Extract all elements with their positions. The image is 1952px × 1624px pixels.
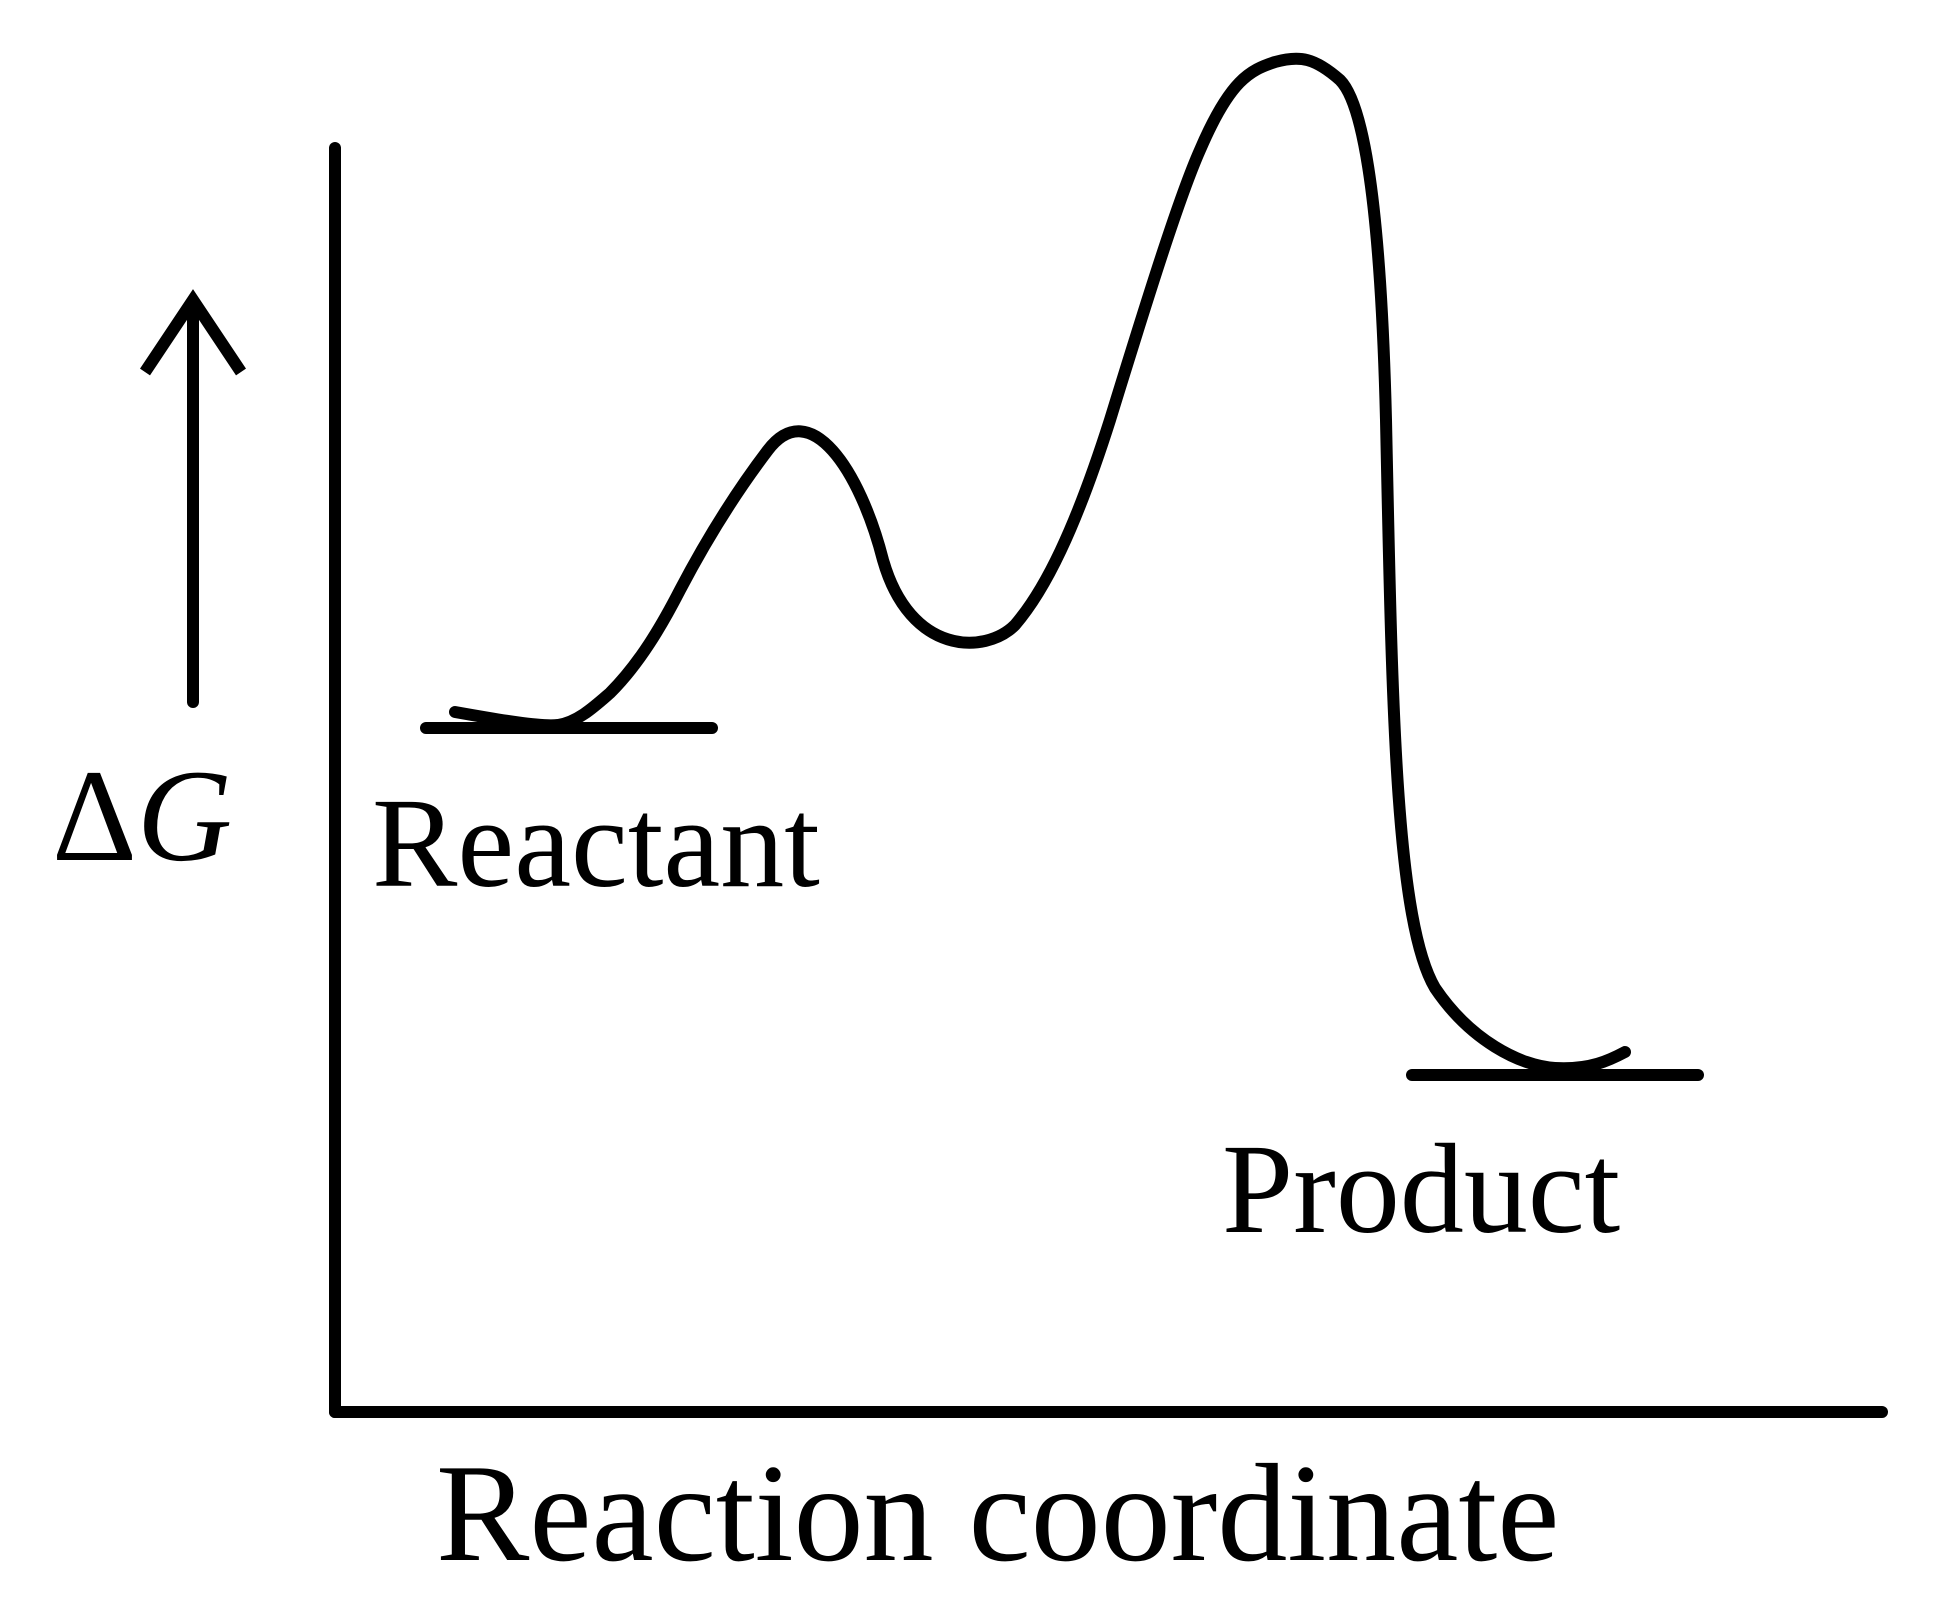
product-label: Product: [1222, 1118, 1620, 1260]
energy-arrow-icon: [140, 289, 246, 708]
energy-curve: [449, 52, 1631, 1075]
x-axis-label: Reaction coordinate: [436, 1436, 1559, 1591]
y-axis-label: ΔG: [52, 742, 232, 889]
reactant-label: Reactant: [372, 772, 820, 914]
g-symbol: G: [137, 742, 232, 889]
delta-symbol: Δ: [52, 742, 137, 889]
